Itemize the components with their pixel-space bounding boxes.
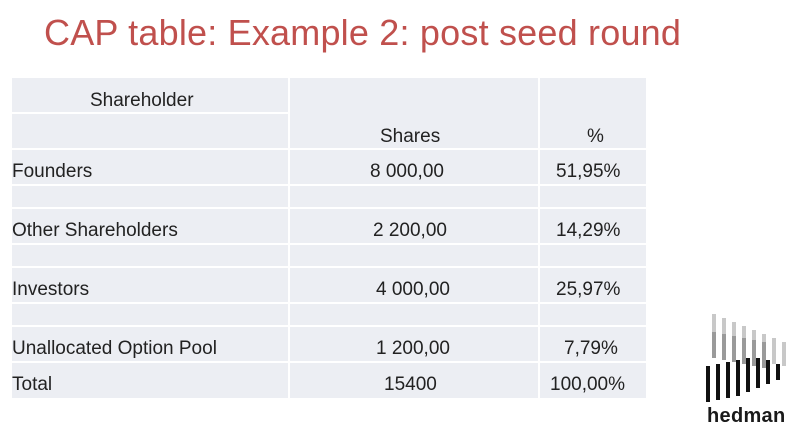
row-total-shareholder: Total [12,374,53,395]
row-investors-shares: 4 000,00 [376,279,450,300]
hedman-bars-icon [706,314,786,402]
slide-title: CAP table: Example 2: post seed round [44,12,682,53]
row-option-pool-percent: 7,79% [564,338,618,359]
row-total-percent: 100,00% [550,374,626,395]
row-divider [12,243,646,245]
header-shareholder: Shareholder [90,90,194,111]
row-divider [12,112,288,114]
header-percent: % [587,126,604,147]
row-founders-percent: 51,95% [556,161,621,182]
row-divider [12,184,646,186]
row-total-shares: 15400 [384,374,437,395]
row-option-pool-shareholder: Unallocated Option Pool [12,338,217,359]
row-other-shareholders-shareholder: Other Shareholders [12,220,178,241]
header-shares: Shares [380,126,441,147]
row-investors-percent: 25,97% [556,279,621,300]
row-divider [12,266,646,268]
row-option-pool-shares: 1 200,00 [376,338,450,359]
column-divider [538,78,540,398]
row-divider [12,148,646,150]
row-founders-shareholder: Founders [12,161,93,182]
row-divider [12,361,646,363]
hedman-logo-text: hedman [707,405,786,427]
row-other-shareholders-percent: 14,29% [556,220,621,241]
row-divider [12,302,646,304]
row-founders-shares: 8 000,00 [370,161,444,182]
cap-table: Shareholder Shares % Founders 8 000,00 5… [12,78,646,398]
row-investors-shareholder: Investors [12,279,90,300]
row-divider [12,207,646,209]
column-divider [288,78,290,398]
row-other-shareholders-shares: 2 200,00 [373,220,447,241]
row-divider [12,325,646,327]
